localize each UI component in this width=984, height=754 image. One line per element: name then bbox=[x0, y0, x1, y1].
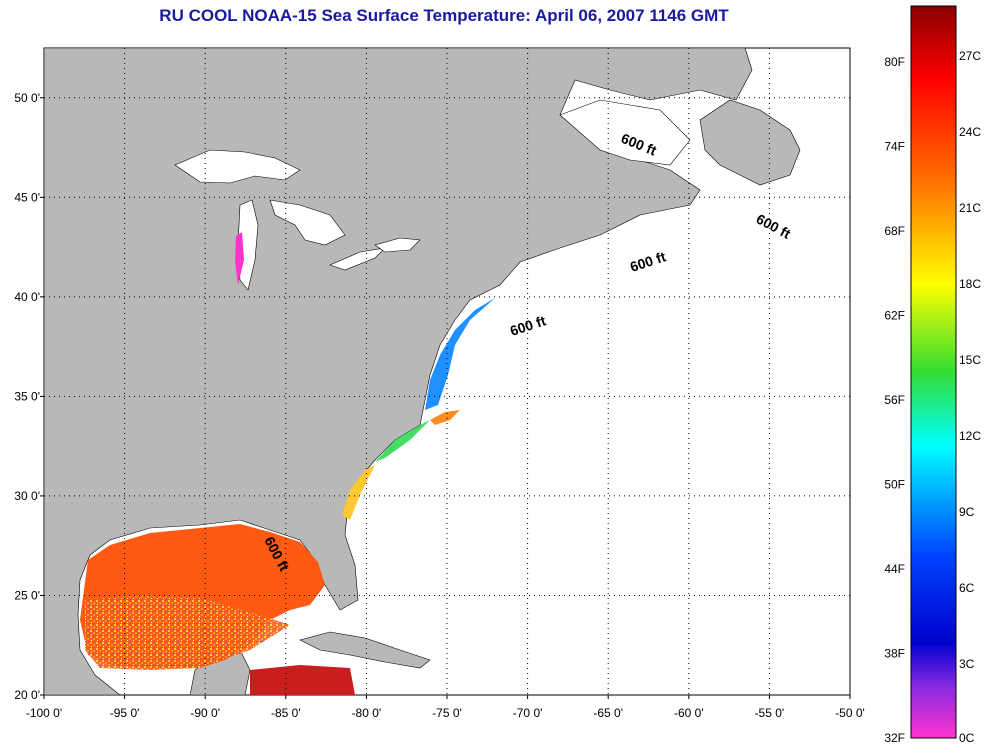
lon-tick-label: -50 0' bbox=[835, 706, 865, 720]
colorbar-c-label: 3C bbox=[959, 657, 975, 671]
colorbar-f-label: 32F bbox=[884, 731, 905, 745]
lon-tick-label: -75 0' bbox=[432, 706, 462, 720]
sst-carolina-shelf bbox=[375, 420, 430, 462]
lon-tick-label: -100 0' bbox=[26, 706, 62, 720]
sst-lake-michigan bbox=[235, 232, 244, 285]
colorbar-c-label: 9C bbox=[959, 505, 975, 519]
colorbar-f-label: 50F bbox=[884, 478, 905, 492]
colorbar-f-label: 56F bbox=[884, 393, 905, 407]
lat-tick-label: 40 0' bbox=[14, 290, 40, 304]
sst-caribbean-patch bbox=[250, 665, 355, 695]
gulf-st-lawrence bbox=[559, 99, 691, 166]
map-title: RU COOL NOAA-15 Sea Surface Temperature:… bbox=[159, 6, 729, 25]
colorbar-f-label: 80F bbox=[884, 55, 905, 69]
lon-tick-label: -95 0' bbox=[110, 706, 140, 720]
lat-tick-label: 20 0' bbox=[14, 688, 40, 702]
colorbar-f-label: 68F bbox=[884, 224, 905, 238]
colorbar bbox=[910, 5, 957, 739]
lat-tick-label: 25 0' bbox=[14, 588, 40, 602]
sst-gulf-speckle bbox=[85, 595, 290, 670]
lon-tick-label: -80 0' bbox=[352, 706, 382, 720]
colorbar-f-label: 62F bbox=[884, 309, 905, 323]
lon-tick-label: -65 0' bbox=[593, 706, 623, 720]
land-cuba bbox=[299, 631, 431, 669]
colorbar-f-label: 44F bbox=[884, 562, 905, 576]
colorbar-celsius-labels: 27C 24C 21C 18C 15C 12C 9C 6C 3C 0C bbox=[959, 49, 981, 745]
lon-tick-label: -70 0' bbox=[513, 706, 543, 720]
great-lake-huron bbox=[269, 199, 346, 246]
longitude-ticks: -100 0' -95 0' -90 0' -85 0' -80 0' -75 0' -70… bbox=[26, 695, 865, 720]
lon-tick-label: -55 0' bbox=[755, 706, 785, 720]
sst-gulf-stream-edge bbox=[430, 410, 460, 425]
lat-tick-label: 30 0' bbox=[14, 489, 40, 503]
sst-mid-atlantic-shelf bbox=[425, 298, 495, 410]
colorbar-fahrenheit-labels: 80F 74F 68F 62F 56F 50F 44F 38F 32F bbox=[884, 55, 905, 745]
land-newfoundland bbox=[699, 99, 801, 186]
lat-tick-label: 35 0' bbox=[14, 389, 40, 403]
great-lake-ontario bbox=[374, 237, 421, 253]
colorbar-c-label: 24C bbox=[959, 125, 981, 139]
lon-tick-label: -60 0' bbox=[674, 706, 704, 720]
colorbar-c-label: 27C bbox=[959, 49, 981, 63]
colorbar-c-label: 18C bbox=[959, 277, 981, 291]
lon-tick-label: -90 0' bbox=[190, 706, 220, 720]
lon-tick-label: -85 0' bbox=[271, 706, 301, 720]
colorbar-c-label: 21C bbox=[959, 201, 981, 215]
great-lake-erie bbox=[329, 247, 386, 271]
colorbar-c-label: 12C bbox=[959, 429, 981, 443]
colorbar-f-label: 74F bbox=[884, 140, 905, 154]
colorbar-f-label: 38F bbox=[884, 647, 905, 661]
colorbar-c-label: 15C bbox=[959, 353, 981, 367]
lat-tick-label: 50 0' bbox=[14, 91, 40, 105]
lat-tick-label: 45 0' bbox=[14, 190, 40, 204]
colorbar-c-label: 6C bbox=[959, 581, 975, 595]
colorbar-c-label: 0C bbox=[959, 731, 975, 745]
latitude-ticks: 20 0' 25 0' 30 0' 35 0' 40 0' 45 0' 50 0' bbox=[14, 91, 44, 702]
great-lake-superior bbox=[174, 149, 301, 184]
